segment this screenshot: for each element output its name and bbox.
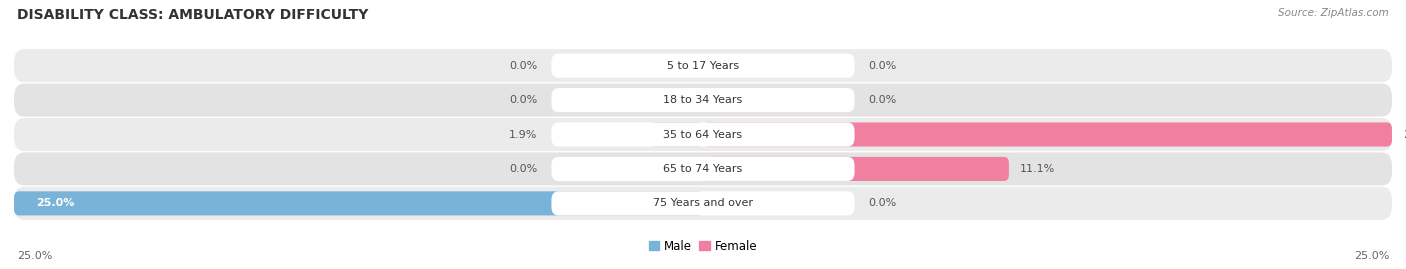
Text: 11.1%: 11.1% — [1019, 164, 1054, 174]
Text: 35 to 64 Years: 35 to 64 Years — [664, 129, 742, 140]
FancyBboxPatch shape — [14, 49, 1392, 82]
FancyBboxPatch shape — [651, 122, 703, 147]
FancyBboxPatch shape — [14, 153, 1392, 185]
Text: 0.0%: 0.0% — [869, 61, 897, 71]
FancyBboxPatch shape — [551, 157, 855, 181]
FancyBboxPatch shape — [703, 157, 1010, 181]
Text: 0.0%: 0.0% — [509, 61, 537, 71]
FancyBboxPatch shape — [14, 84, 1392, 116]
Text: 25.0%: 25.0% — [17, 251, 52, 261]
FancyBboxPatch shape — [703, 122, 1392, 147]
Text: 0.0%: 0.0% — [509, 164, 537, 174]
Text: DISABILITY CLASS: AMBULATORY DIFFICULTY: DISABILITY CLASS: AMBULATORY DIFFICULTY — [17, 8, 368, 22]
FancyBboxPatch shape — [14, 118, 1392, 151]
FancyBboxPatch shape — [14, 191, 703, 215]
Text: 0.0%: 0.0% — [509, 95, 537, 105]
Text: 1.9%: 1.9% — [509, 129, 537, 140]
Text: 25.0%: 25.0% — [37, 198, 75, 208]
Text: Source: ZipAtlas.com: Source: ZipAtlas.com — [1278, 8, 1389, 18]
Text: 18 to 34 Years: 18 to 34 Years — [664, 95, 742, 105]
Text: 25.0%: 25.0% — [1403, 129, 1406, 140]
Text: 0.0%: 0.0% — [869, 95, 897, 105]
Legend: Male, Female: Male, Female — [648, 240, 758, 253]
FancyBboxPatch shape — [551, 54, 855, 78]
Text: 65 to 74 Years: 65 to 74 Years — [664, 164, 742, 174]
FancyBboxPatch shape — [551, 122, 855, 147]
Text: 0.0%: 0.0% — [869, 198, 897, 208]
Text: 75 Years and over: 75 Years and over — [652, 198, 754, 208]
FancyBboxPatch shape — [14, 187, 1392, 220]
FancyBboxPatch shape — [551, 191, 855, 215]
Text: 25.0%: 25.0% — [1354, 251, 1389, 261]
FancyBboxPatch shape — [551, 88, 855, 112]
Text: 5 to 17 Years: 5 to 17 Years — [666, 61, 740, 71]
